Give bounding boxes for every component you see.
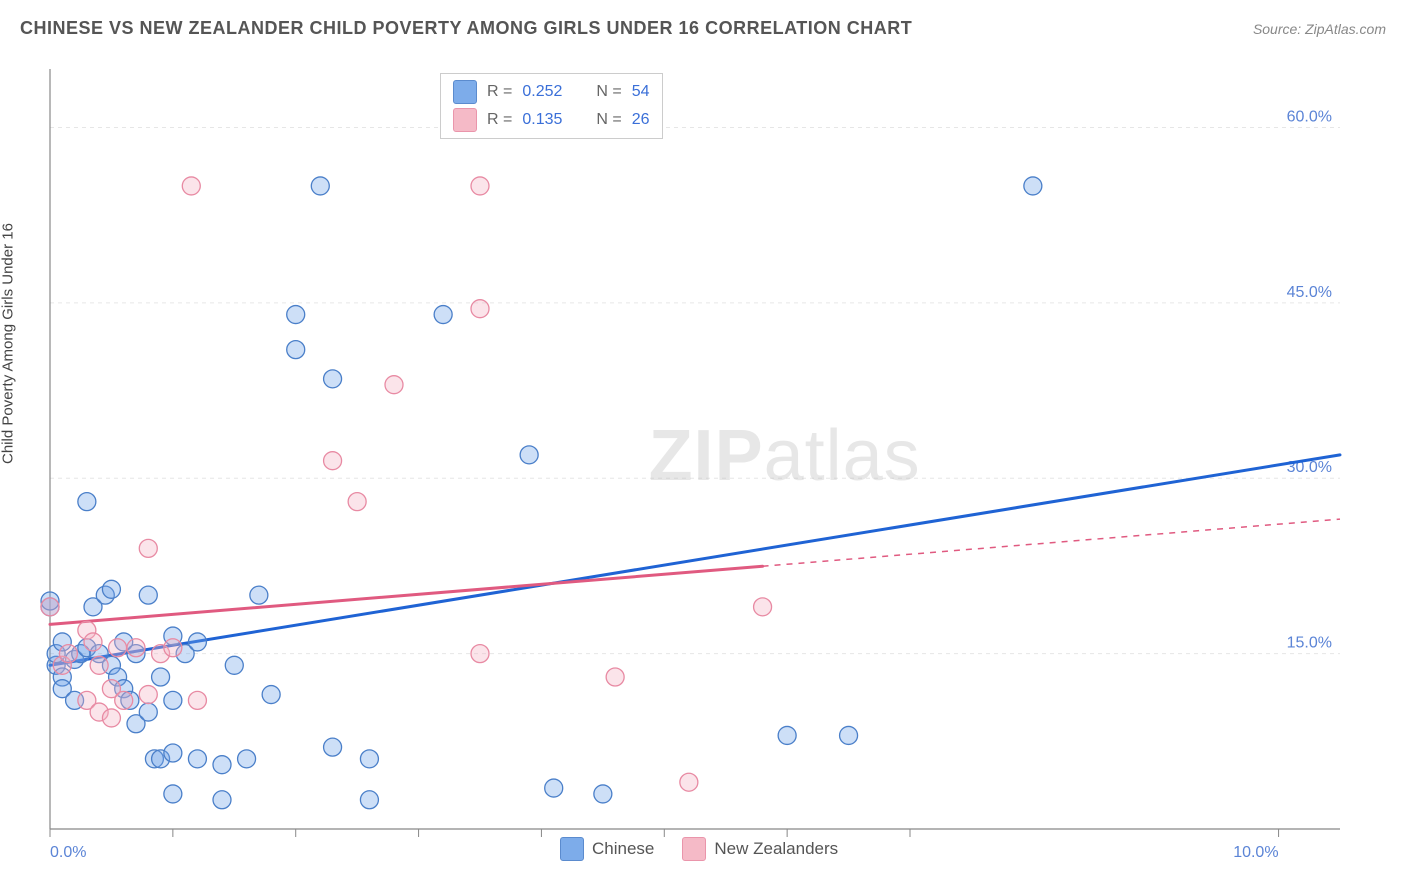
- data-point: [102, 709, 120, 727]
- stat-n-value: 26: [632, 111, 650, 129]
- data-point: [1024, 177, 1042, 195]
- data-point: [90, 656, 108, 674]
- data-point: [324, 738, 342, 756]
- source-attribution: Source: ZipAtlas.com: [1253, 21, 1386, 37]
- data-point: [360, 750, 378, 768]
- data-point: [348, 493, 366, 511]
- correlation-chart-svg: 15.0%30.0%45.0%60.0%0.0%10.0%: [0, 49, 1406, 879]
- data-point: [182, 177, 200, 195]
- stats-legend: R = 0.252 N = 54 R = 0.135 N = 26: [440, 73, 663, 139]
- data-point: [262, 686, 280, 704]
- data-point: [471, 645, 489, 663]
- stat-r-label: R =: [487, 83, 512, 101]
- data-point: [385, 376, 403, 394]
- data-point: [471, 177, 489, 195]
- data-point: [360, 791, 378, 809]
- data-point: [434, 306, 452, 324]
- data-point: [115, 691, 133, 709]
- data-point: [594, 785, 612, 803]
- stat-n-label: N =: [596, 111, 621, 129]
- data-point: [311, 177, 329, 195]
- stats-row: R = 0.252 N = 54: [449, 78, 654, 106]
- data-point: [324, 452, 342, 470]
- data-point: [287, 341, 305, 359]
- chart-container: Child Poverty Among Girls Under 16 15.0%…: [0, 49, 1406, 879]
- y-axis-label: Child Poverty Among Girls Under 16: [0, 223, 17, 464]
- data-point: [139, 686, 157, 704]
- legend-swatch: [682, 837, 706, 861]
- stat-r-value: 0.135: [522, 111, 562, 129]
- data-point: [188, 633, 206, 651]
- data-point: [41, 598, 59, 616]
- data-point: [225, 656, 243, 674]
- stat-n-value: 54: [632, 83, 650, 101]
- regression-line-dashed-new-zealanders: [763, 519, 1340, 566]
- data-point: [102, 580, 120, 598]
- data-point: [287, 306, 305, 324]
- data-point: [545, 779, 563, 797]
- data-point: [59, 645, 77, 663]
- legend-label: New Zealanders: [714, 839, 838, 859]
- stat-n-label: N =: [596, 83, 621, 101]
- y-tick-label: 45.0%: [1287, 284, 1332, 301]
- stat-r-value: 0.252: [522, 83, 562, 101]
- data-point: [139, 586, 157, 604]
- data-point: [520, 446, 538, 464]
- regression-line-chinese: [50, 455, 1340, 665]
- data-point: [84, 633, 102, 651]
- data-point: [213, 791, 231, 809]
- series-legend: Chinese New Zealanders: [560, 837, 838, 861]
- legend-item: New Zealanders: [682, 837, 838, 861]
- data-point: [164, 744, 182, 762]
- data-point: [778, 726, 796, 744]
- legend-label: Chinese: [592, 839, 654, 859]
- y-tick-label: 60.0%: [1287, 108, 1332, 125]
- data-point: [606, 668, 624, 686]
- chart-title: CHINESE VS NEW ZEALANDER CHILD POVERTY A…: [20, 18, 912, 39]
- data-point: [471, 300, 489, 318]
- stat-r-label: R =: [487, 111, 512, 129]
- data-point: [188, 691, 206, 709]
- y-tick-label: 15.0%: [1287, 635, 1332, 652]
- data-point: [139, 539, 157, 557]
- data-point: [164, 639, 182, 657]
- data-point: [754, 598, 772, 616]
- legend-item: Chinese: [560, 837, 654, 861]
- data-point: [78, 493, 96, 511]
- data-point: [152, 668, 170, 686]
- data-point: [164, 691, 182, 709]
- x-tick-label: 0.0%: [50, 844, 86, 861]
- legend-swatch: [560, 837, 584, 861]
- legend-swatch: [453, 108, 477, 132]
- data-point: [127, 639, 145, 657]
- data-point: [238, 750, 256, 768]
- data-point: [250, 586, 268, 604]
- data-point: [139, 703, 157, 721]
- data-point: [188, 750, 206, 768]
- data-point: [324, 370, 342, 388]
- stats-row: R = 0.135 N = 26: [449, 106, 654, 134]
- data-point: [213, 756, 231, 774]
- data-point: [680, 773, 698, 791]
- data-point: [164, 785, 182, 803]
- data-point: [109, 639, 127, 657]
- x-tick-label: 10.0%: [1233, 844, 1278, 861]
- legend-swatch: [453, 80, 477, 104]
- data-point: [840, 726, 858, 744]
